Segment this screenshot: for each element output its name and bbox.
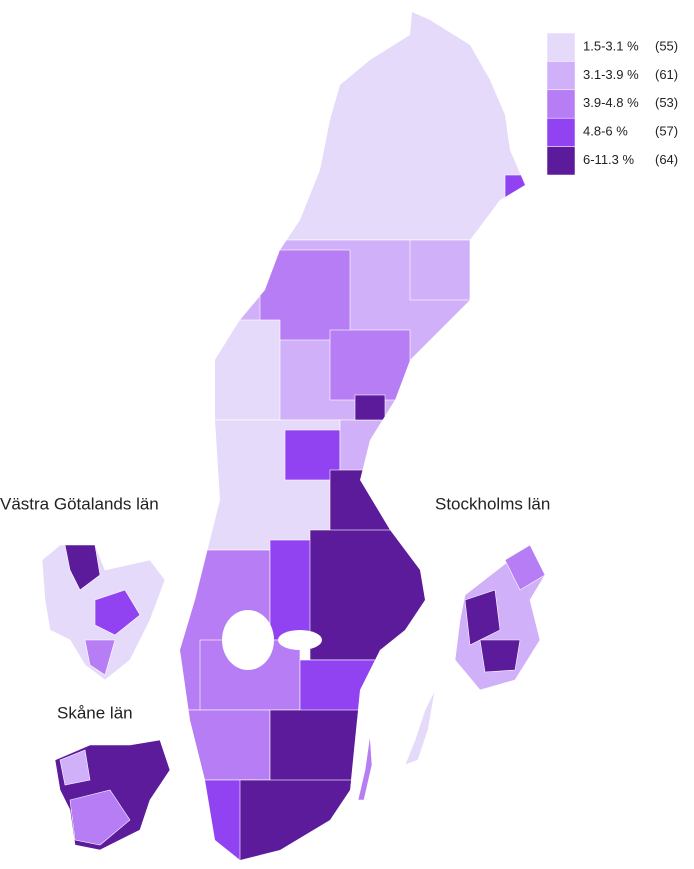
inset-title: Stockholms län [435,494,550,513]
mainland [180,12,525,860]
islands [41,544,546,851]
legend-label: 1.5-3.1 % [583,38,639,53]
legend-swatch [546,117,576,147]
legend: 1.5-3.1 % (55) 3.1-3.9 % (61) 3.9-4.8 % (53) 4… [546,32,678,176]
inset-title: Västra Götalands län [0,494,159,513]
legend-swatch [546,146,576,176]
inset-title: Skåne län [57,703,133,722]
legend-swatch [546,32,576,62]
legend-count: (64) [655,152,678,167]
legend-label: 4.8-6 % [583,124,628,139]
legend-label: 6-11.3 % [583,152,635,167]
legend-swatch [546,89,576,119]
legend-label: 3.9-4.8 % [583,95,639,110]
legend-count: (57) [655,124,678,139]
legend-swatch [546,61,576,91]
legend-label: 3.1-3.9 % [583,67,639,82]
legend-count: (55) [655,38,678,53]
legend-count: (61) [655,67,678,82]
legend-count: (53) [655,95,678,110]
